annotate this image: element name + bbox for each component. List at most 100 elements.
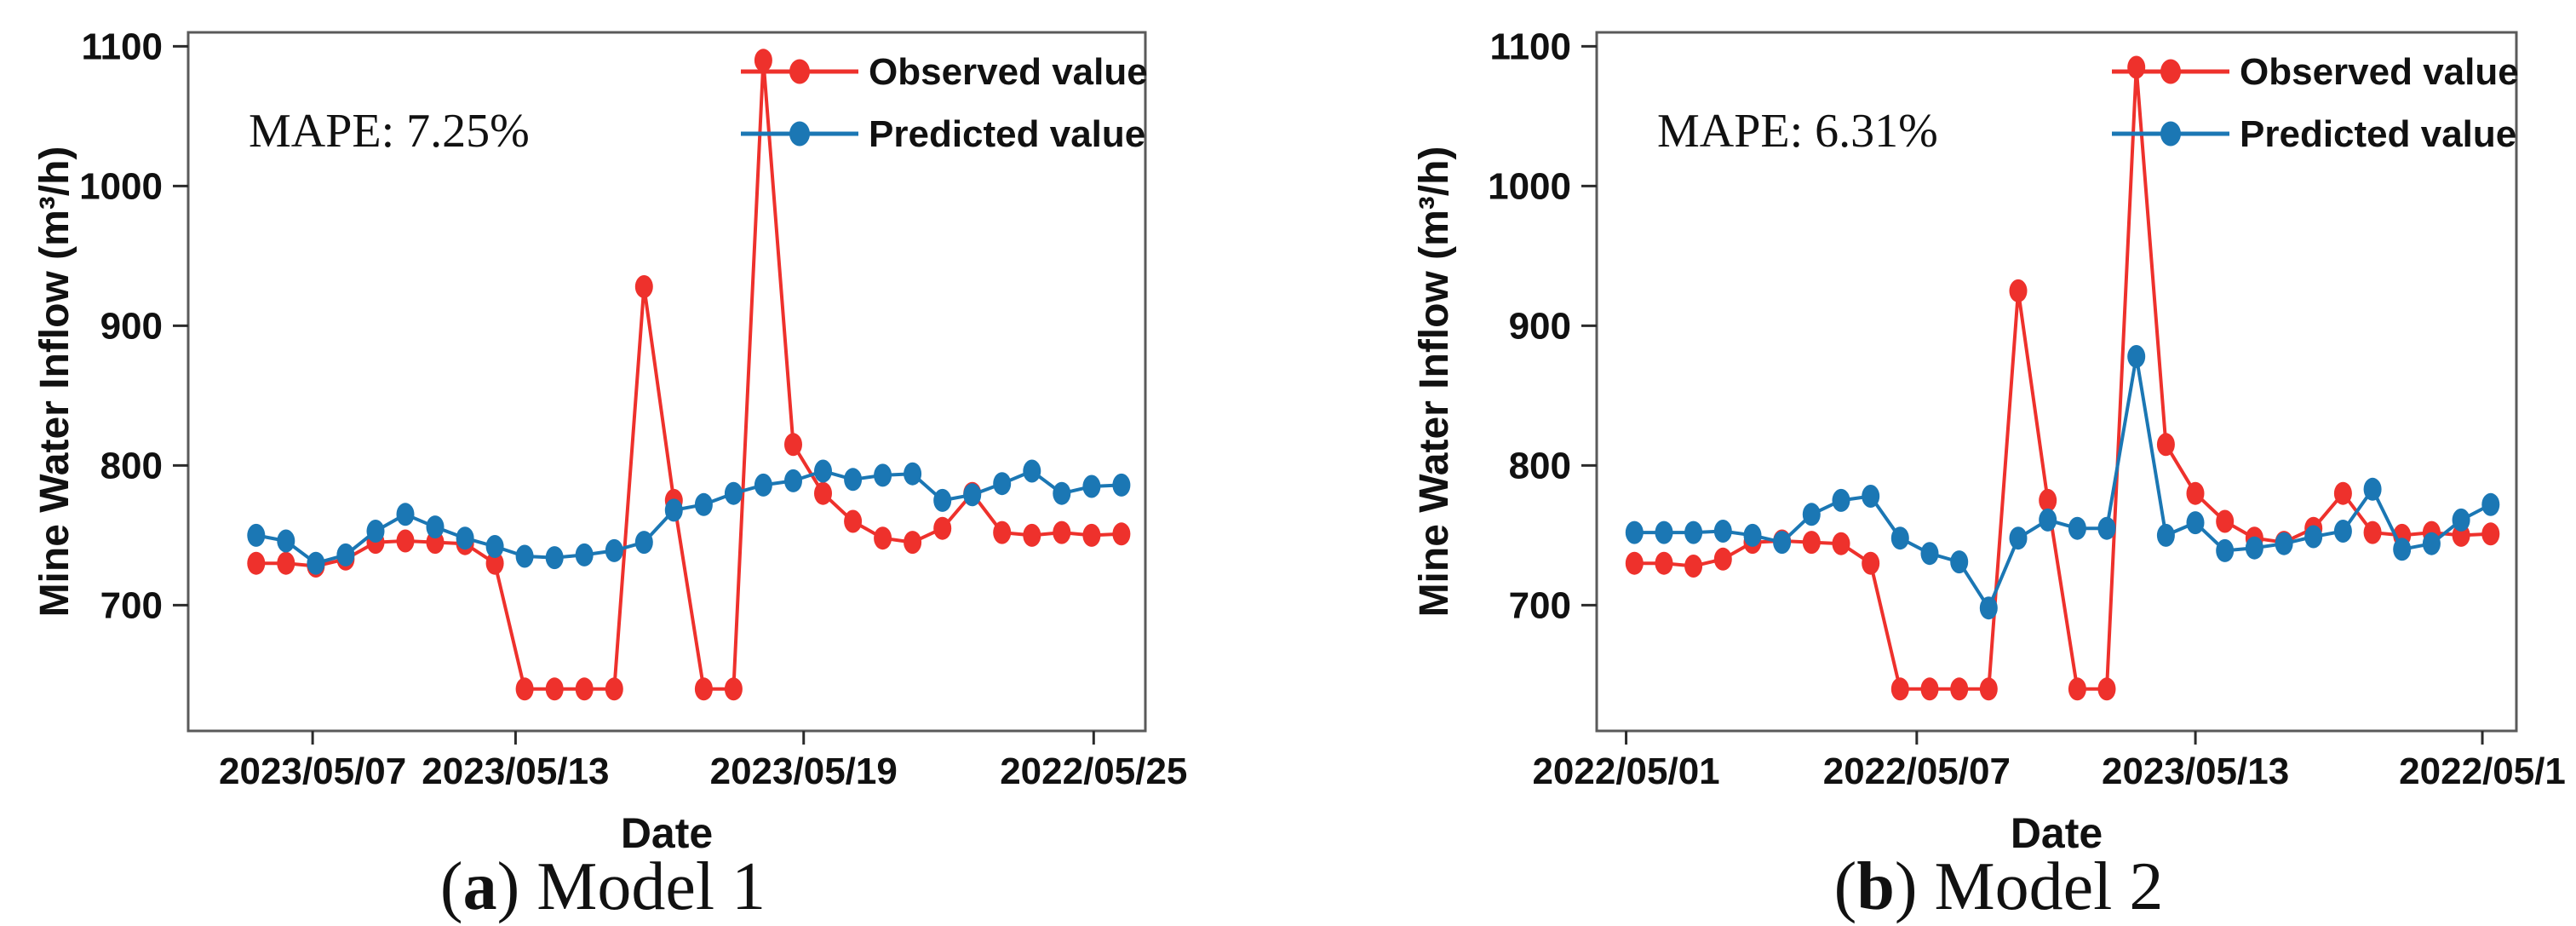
observed-marker xyxy=(1625,551,1644,575)
x-tick-label: 2023/05/13 xyxy=(2102,751,2289,792)
predicted-marker xyxy=(545,546,564,570)
predicted-marker xyxy=(426,515,445,539)
predicted-marker xyxy=(2275,532,2293,555)
y-tick-label: 1000 xyxy=(79,165,163,207)
observed-marker xyxy=(1112,522,1131,546)
predicted-marker xyxy=(575,543,594,567)
observed-marker xyxy=(485,551,504,575)
predicted-marker xyxy=(1920,542,1939,566)
x-axis-title: Date xyxy=(2011,809,2103,857)
observed-marker xyxy=(2127,55,2146,79)
x-axis-title: Date xyxy=(621,809,713,857)
predicted-marker xyxy=(1625,521,1644,544)
y-axis-title: Mine Water Inflow (m³/h) xyxy=(1412,147,1457,618)
legend-observed-label: Observed value xyxy=(2240,51,2519,93)
observed-marker xyxy=(634,275,653,298)
observed-marker xyxy=(2068,677,2086,701)
caption-paren-open: ( xyxy=(439,849,463,924)
predicted-marker xyxy=(2422,532,2441,555)
predicted-marker xyxy=(2481,492,2500,516)
legend-observed-marker-icon xyxy=(789,59,810,84)
predicted-marker xyxy=(307,551,325,575)
observed-marker xyxy=(2481,522,2500,546)
predicted-marker xyxy=(247,523,266,547)
predicted-marker xyxy=(874,463,892,487)
predicted-marker xyxy=(2068,516,2086,540)
observed-marker xyxy=(1082,523,1101,547)
predicted-marker xyxy=(694,492,713,516)
x-tick-label: 2022/05/01 xyxy=(1532,751,1719,792)
observed-marker xyxy=(2186,481,2205,505)
caption-paren-close: ) xyxy=(1894,849,1918,924)
y-tick-label: 900 xyxy=(100,305,163,347)
observed-marker xyxy=(933,516,952,540)
observed-marker xyxy=(1979,677,1998,701)
observed-marker xyxy=(2156,433,2175,457)
observed-line xyxy=(1634,66,2491,691)
predicted-marker xyxy=(2363,477,2382,501)
predicted-marker xyxy=(2245,536,2263,560)
caption-letter: b xyxy=(1856,849,1895,924)
observed-marker xyxy=(1920,677,1939,701)
observed-marker xyxy=(575,677,594,701)
observed-marker xyxy=(874,526,892,550)
observed-marker xyxy=(814,481,832,505)
predicted-marker xyxy=(724,481,743,505)
y-tick-label: 700 xyxy=(1509,584,1571,626)
y-tick-label: 1000 xyxy=(1488,165,1571,207)
legend-observed-marker-icon xyxy=(2160,59,2181,84)
observed-marker xyxy=(1713,547,1732,571)
predicted-marker xyxy=(605,538,623,562)
legend-predicted-label: Predicted value xyxy=(2240,113,2516,155)
predicted-marker xyxy=(366,520,385,543)
observed-marker xyxy=(694,677,713,701)
caption-paren-open: ( xyxy=(1833,849,1857,924)
plot-border xyxy=(1595,31,2518,733)
observed-marker xyxy=(2009,279,2028,302)
x-tick-label: 2022/05/07 xyxy=(1823,751,2011,792)
observed-marker xyxy=(993,521,1012,544)
caption-model-2: (b) Model 2 xyxy=(1431,848,2567,926)
predicted-marker xyxy=(904,462,922,486)
observed-marker xyxy=(1684,555,1703,578)
legend-predicted-marker-icon xyxy=(789,121,810,147)
observed-marker xyxy=(1802,531,1821,555)
predicted-marker xyxy=(2009,526,2028,550)
observed-marker xyxy=(2333,481,2352,505)
predicted-marker xyxy=(277,529,295,553)
caption-model-1: (a) Model 1 xyxy=(34,848,1172,926)
predicted-marker xyxy=(396,503,415,526)
y-tick-label: 800 xyxy=(100,445,163,486)
observed-marker xyxy=(545,677,564,701)
observed-marker xyxy=(904,531,922,555)
observed-marker xyxy=(754,49,772,72)
predicted-marker xyxy=(2216,538,2235,562)
x-tick-label: 2023/05/19 xyxy=(710,751,898,792)
caption-letter: a xyxy=(462,849,497,924)
y-axis-title: Mine Water Inflow (m³/h) xyxy=(32,147,77,618)
predicted-marker xyxy=(1979,596,1998,620)
predicted-marker xyxy=(2452,508,2470,532)
predicted-marker xyxy=(1112,473,1131,497)
caption-label: Model 2 xyxy=(1917,849,2164,924)
predicted-marker xyxy=(664,498,683,522)
predicted-marker xyxy=(1773,531,1792,555)
observed-marker xyxy=(1832,532,1850,555)
observed-marker xyxy=(515,677,534,701)
y-tick-label: 900 xyxy=(1509,305,1571,347)
predicted-marker xyxy=(2156,523,2175,547)
caption-paren-close: ) xyxy=(496,849,520,924)
predicted-marker xyxy=(336,543,355,567)
predicted-marker xyxy=(1890,526,1909,550)
y-tick-label: 800 xyxy=(1509,445,1571,486)
predicted-marker xyxy=(1950,550,1969,574)
predicted-marker xyxy=(2097,516,2116,540)
predicted-marker xyxy=(2127,345,2146,368)
x-tick-label: 2023/05/07 xyxy=(219,751,406,792)
predicted-marker xyxy=(2039,508,2057,532)
observed-marker xyxy=(784,433,802,457)
predicted-marker xyxy=(1053,481,1071,505)
observed-marker xyxy=(2216,509,2235,533)
